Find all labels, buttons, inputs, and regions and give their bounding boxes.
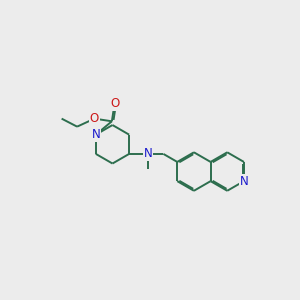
- Text: O: O: [110, 98, 119, 110]
- Text: N: N: [92, 128, 100, 141]
- Text: O: O: [90, 112, 99, 125]
- Text: N: N: [143, 147, 152, 161]
- Text: N: N: [239, 175, 248, 188]
